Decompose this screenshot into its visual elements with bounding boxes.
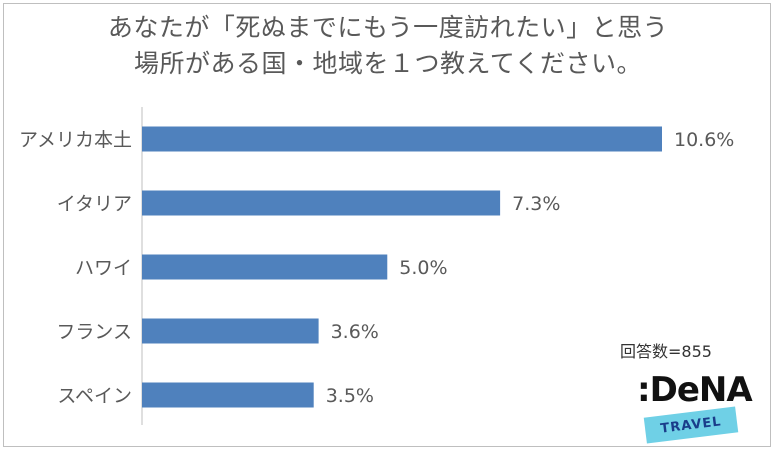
category-label-4: スペイン bbox=[57, 385, 132, 407]
bar-0 bbox=[142, 126, 662, 152]
logo-wordmark: :DeNA bbox=[637, 370, 753, 410]
dena-travel-logo: :DeNA TRAVEL bbox=[635, 370, 753, 444]
category-label-0: アメリカ本土 bbox=[19, 129, 132, 151]
bar-4 bbox=[142, 382, 314, 408]
logo-tagline: TRAVEL bbox=[659, 413, 723, 437]
logo-tagline-badge: TRAVEL bbox=[643, 406, 739, 444]
category-label-3: フランス bbox=[56, 321, 132, 343]
category-label-2: ハワイ bbox=[75, 257, 132, 279]
chart-title-line-2: 場所がある国・地域を１つ教えてください。 bbox=[133, 49, 642, 78]
chart-title-line-1: あなたが「死ぬまでにもう一度訪れたい」と思う bbox=[107, 13, 669, 42]
value-label-3: 3.6% bbox=[331, 321, 379, 343]
value-label-2: 5.0% bbox=[399, 257, 447, 279]
value-label-4: 3.5% bbox=[326, 385, 374, 407]
value-label-0: 10.6% bbox=[674, 129, 734, 151]
respondent-count: 回答数=855 bbox=[620, 342, 712, 361]
value-label-1: 7.3% bbox=[512, 193, 560, 215]
bar-2 bbox=[142, 254, 388, 280]
category-label-1: イタリア bbox=[57, 193, 132, 215]
chart-title: あなたが「死ぬまでにもう一度訪れたい」と思う 場所がある国・地域を１つ教えてくだ… bbox=[0, 10, 776, 82]
bar-3 bbox=[142, 318, 319, 344]
chart-frame bbox=[3, 3, 771, 447]
bar-1 bbox=[142, 190, 501, 216]
